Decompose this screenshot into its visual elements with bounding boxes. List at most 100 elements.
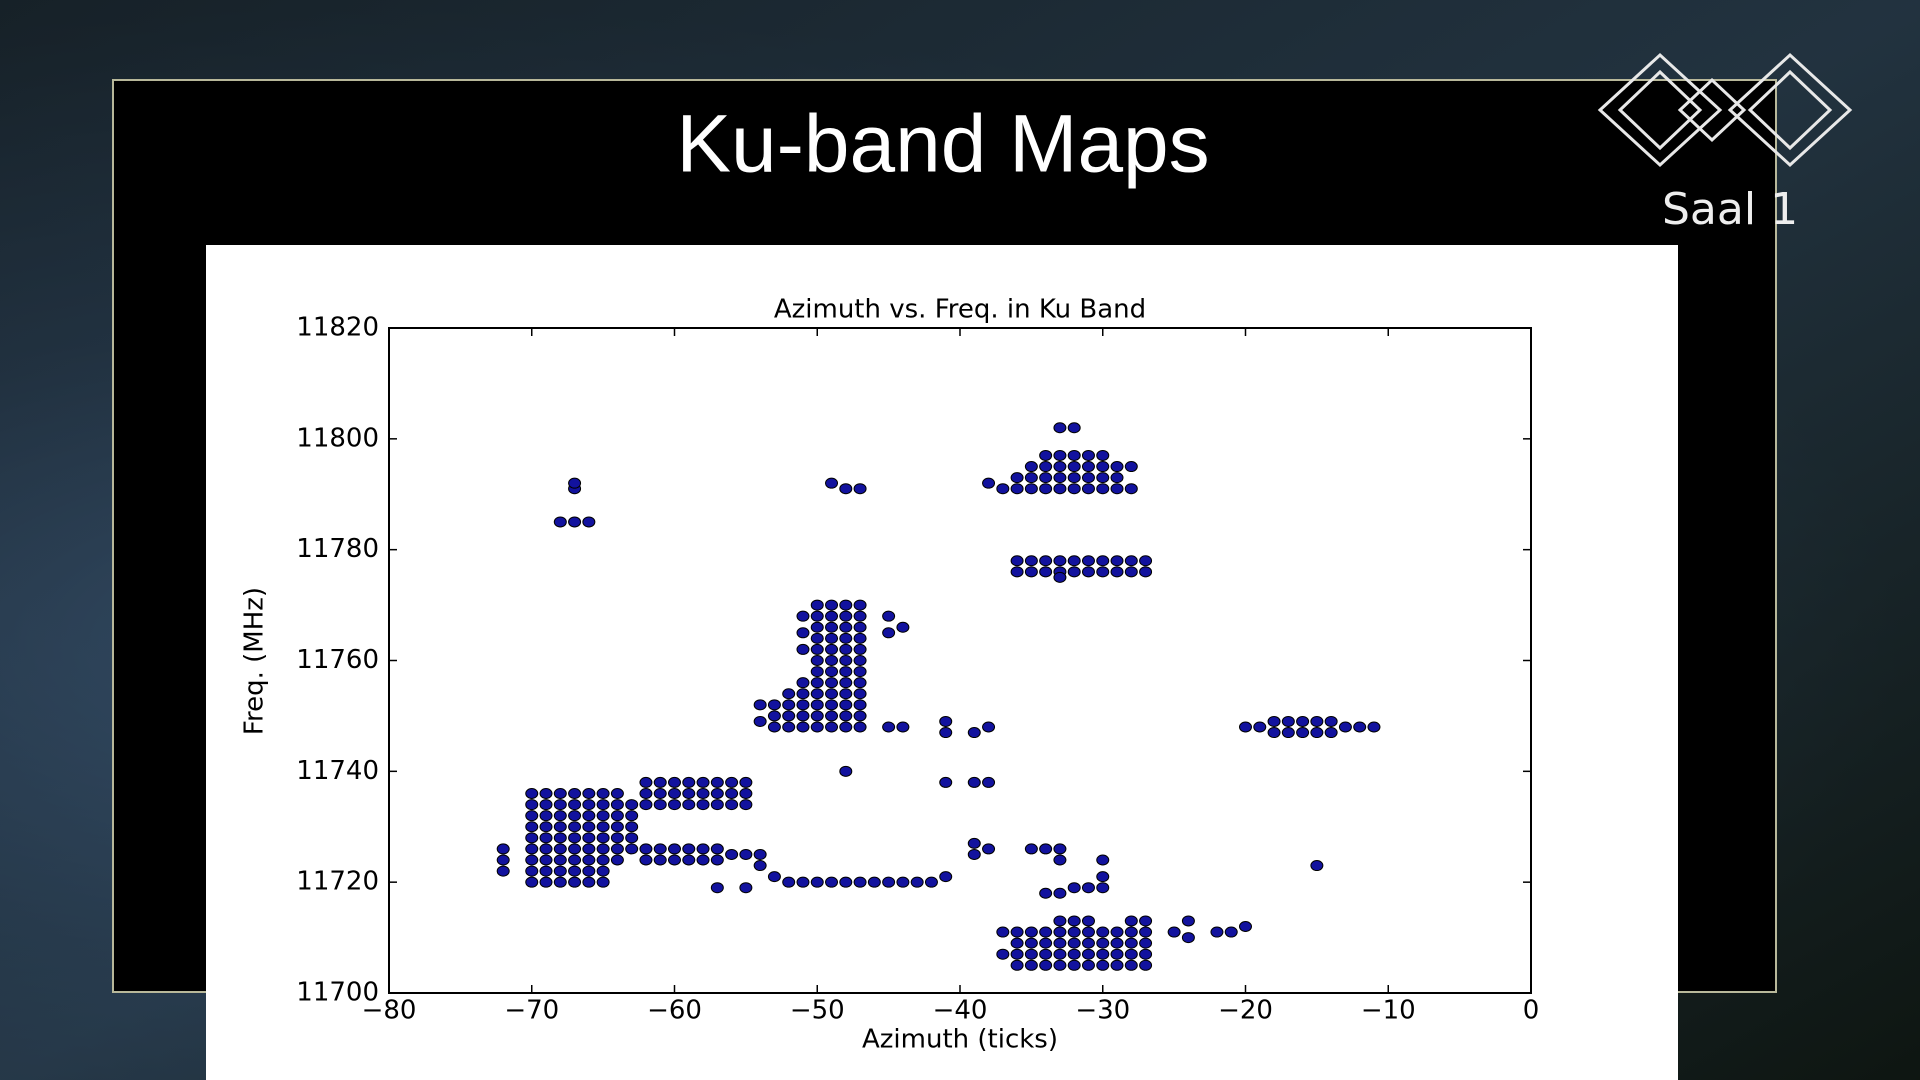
logo	[1597, 52, 1853, 168]
point	[1067, 926, 1081, 938]
point	[610, 821, 624, 833]
point	[839, 688, 853, 700]
point	[825, 599, 839, 611]
point	[1039, 449, 1053, 461]
point	[1053, 926, 1067, 938]
point	[796, 677, 810, 689]
point	[796, 688, 810, 700]
point	[810, 599, 824, 611]
point	[1081, 483, 1095, 495]
point	[967, 776, 981, 788]
point	[539, 799, 553, 811]
point	[496, 865, 510, 877]
point	[553, 876, 567, 888]
point	[796, 627, 810, 639]
point	[568, 843, 582, 855]
point	[539, 821, 553, 833]
point	[996, 948, 1010, 960]
point	[939, 727, 953, 739]
point	[653, 854, 667, 866]
point	[1067, 422, 1081, 434]
y-tick-label: 11740	[296, 756, 379, 786]
point	[1053, 887, 1067, 899]
point	[525, 832, 539, 844]
point	[1267, 727, 1281, 739]
point	[653, 843, 667, 855]
point	[1024, 926, 1038, 938]
point	[1024, 461, 1038, 473]
point	[625, 810, 639, 822]
point	[810, 632, 824, 644]
point	[782, 710, 796, 722]
point	[1310, 860, 1324, 872]
point	[810, 610, 824, 622]
point	[525, 821, 539, 833]
y-tick-label: 11780	[296, 534, 379, 564]
point	[1053, 461, 1067, 473]
chart-title: Azimuth vs. Freq. in Ku Band	[774, 295, 1146, 325]
point	[553, 832, 567, 844]
point	[1139, 948, 1153, 960]
point	[696, 843, 710, 855]
point	[767, 710, 781, 722]
point	[825, 710, 839, 722]
point	[939, 871, 953, 883]
x-tick-label: −20	[1218, 996, 1273, 1026]
point	[796, 643, 810, 655]
point	[825, 632, 839, 644]
point	[582, 810, 596, 822]
point	[1039, 926, 1053, 938]
point	[1053, 948, 1067, 960]
point	[1081, 449, 1095, 461]
point	[896, 621, 910, 633]
point	[682, 776, 696, 788]
point	[825, 655, 839, 666]
point	[796, 699, 810, 711]
point	[1110, 948, 1124, 960]
point	[710, 788, 724, 799]
y-tick-label: 11760	[296, 645, 379, 675]
point	[896, 876, 910, 888]
point	[668, 788, 681, 799]
point	[525, 876, 539, 888]
point	[582, 832, 596, 844]
point	[839, 632, 853, 644]
point	[625, 799, 639, 811]
point	[810, 876, 824, 888]
point	[582, 821, 596, 833]
point	[710, 799, 724, 811]
point	[1367, 721, 1381, 733]
point	[839, 876, 853, 888]
point	[1124, 566, 1138, 578]
y-tick-label: 11800	[296, 423, 379, 453]
point	[796, 876, 810, 888]
point	[767, 871, 781, 883]
point	[853, 710, 867, 722]
point	[825, 610, 839, 622]
x-tick-label: −60	[647, 996, 702, 1026]
point	[582, 865, 596, 877]
point	[639, 776, 653, 788]
point	[582, 799, 596, 811]
point	[839, 677, 853, 689]
point	[1081, 882, 1095, 894]
point	[553, 865, 567, 877]
point	[1053, 959, 1067, 971]
point	[610, 810, 624, 822]
point	[539, 810, 553, 822]
point	[839, 610, 853, 622]
point	[710, 854, 724, 866]
point	[1024, 937, 1038, 949]
point	[625, 821, 639, 833]
point	[853, 621, 867, 633]
point	[1024, 566, 1038, 578]
point	[782, 876, 796, 888]
point	[582, 876, 596, 888]
point	[853, 699, 867, 711]
point	[668, 799, 681, 811]
point	[839, 599, 853, 611]
point	[839, 621, 853, 633]
point	[1067, 555, 1081, 567]
point	[1067, 882, 1081, 894]
point	[810, 699, 824, 711]
